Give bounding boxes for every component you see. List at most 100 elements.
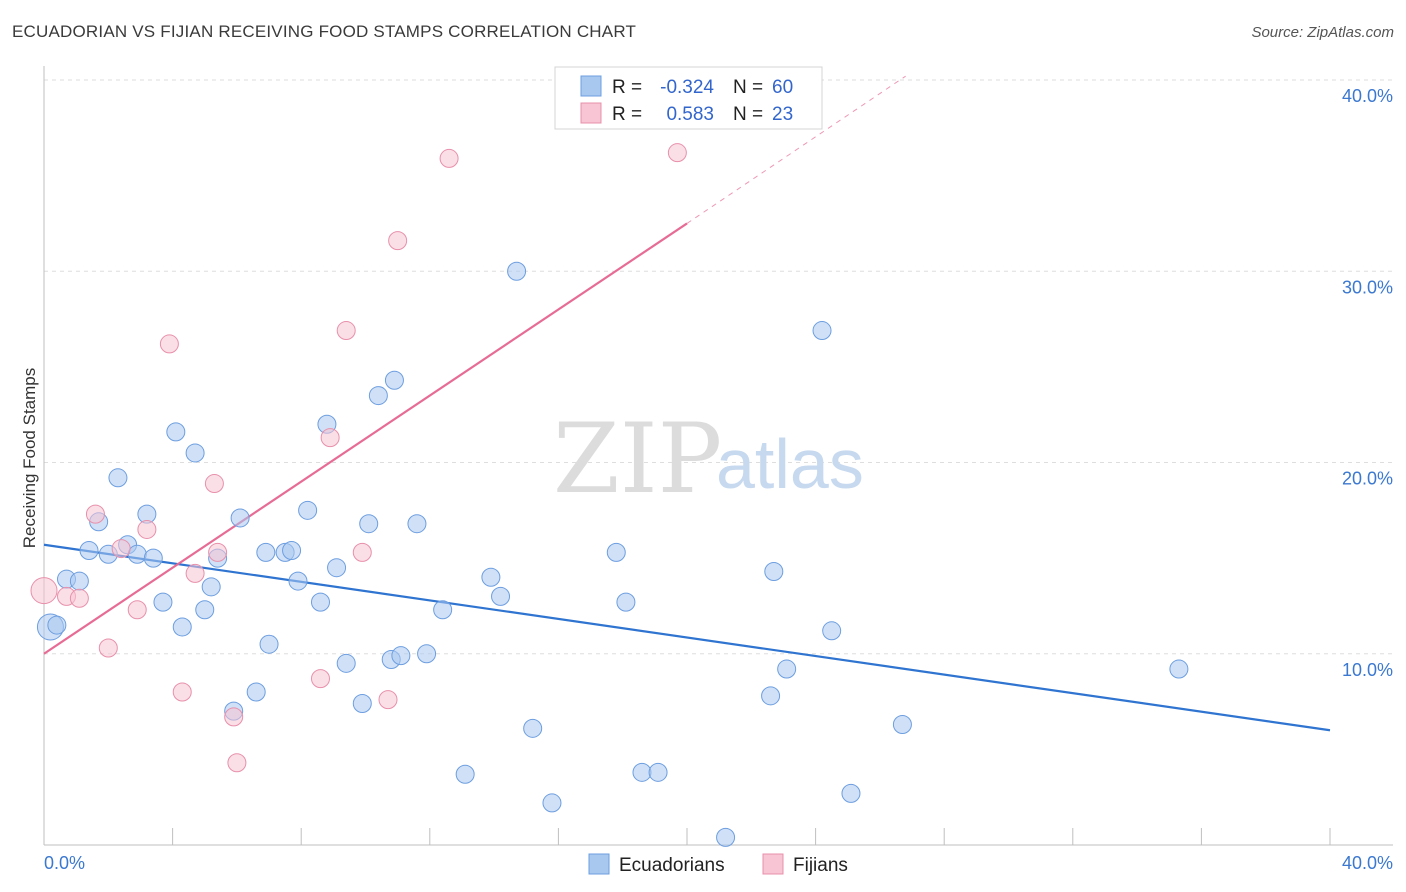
ecuadorian-point-17 <box>201 577 221 597</box>
fijian-point-7 <box>137 519 157 539</box>
ecuadorian-point-55 <box>812 321 832 341</box>
ecuadorian-point-20 <box>230 508 250 528</box>
ecuadorian-point-1 <box>47 615 67 635</box>
ecuadorian-point-52 <box>761 686 781 706</box>
ecuadorian-point-48 <box>616 592 636 612</box>
trend-line-1 <box>43 222 688 655</box>
ecuadorian-point-44 <box>507 261 527 281</box>
fijian-point-16 <box>320 428 340 448</box>
ecuadorian-point-12 <box>153 592 173 612</box>
y-tick-label-3: 40.0% <box>1342 86 1393 106</box>
ecuadorian-point-57 <box>841 783 861 803</box>
legend-swatch-ecuadorians <box>580 75 602 97</box>
axes <box>43 66 1393 846</box>
legend-r-value-2: 0.583 <box>666 104 714 125</box>
bottom-legend: Ecuadorians Fijians <box>588 853 848 876</box>
fijian-point-19 <box>378 690 398 710</box>
legend-n-value-1: 60 <box>772 77 793 98</box>
legend-r-value-1: -0.324 <box>660 77 714 98</box>
bottom-legend-swatch-ecuadorians <box>588 853 610 875</box>
ecuadorian-point-14 <box>172 617 192 637</box>
legend-r-label-2: R = <box>612 104 642 125</box>
ecuadorian-point-43 <box>491 586 511 606</box>
ecuadorian-point-56 <box>822 621 842 641</box>
y-tick-label-0: 10.0% <box>1342 660 1393 680</box>
ecuadorian-point-21 <box>246 682 266 702</box>
legend: R = -0.324 N = 60 R = 0.583 N = 23 <box>554 66 823 130</box>
chart-title: ECUADORIAN VS FIJIAN RECEIVING FOOD STAM… <box>12 22 637 41</box>
data-points <box>30 143 1189 847</box>
fijian-point-15 <box>310 669 330 689</box>
ecuadorian-point-26 <box>288 571 308 591</box>
fijian-point-8 <box>159 334 179 354</box>
ecuadorian-point-54 <box>777 659 797 679</box>
fijian-point-6 <box>127 600 147 620</box>
y-tick-label-1: 20.0% <box>1342 469 1393 489</box>
ecuadorian-point-53 <box>764 562 784 582</box>
fijian-point-22 <box>667 143 687 163</box>
fijian-point-12 <box>208 542 228 562</box>
ecuadorian-point-51 <box>716 827 736 847</box>
ecuadorian-point-31 <box>336 653 356 673</box>
ecuadorian-point-23 <box>259 634 279 654</box>
ecuadorian-point-28 <box>310 592 330 612</box>
ecuadorian-point-3 <box>69 571 89 591</box>
ecuadorian-point-38 <box>407 514 427 534</box>
ecuadorian-point-11 <box>143 548 163 568</box>
ecuadorian-point-46 <box>542 793 562 813</box>
ecuadorian-point-9 <box>127 544 147 564</box>
y-tick-label-2: 30.0% <box>1342 277 1393 297</box>
ecuadorian-point-4 <box>79 540 99 560</box>
bottom-legend-swatch-fijians <box>762 853 784 875</box>
fijian-point-9 <box>172 682 192 702</box>
fijian-point-18 <box>352 542 372 562</box>
ecuadorian-point-45 <box>523 718 543 738</box>
ecuadorian-point-58 <box>892 715 912 735</box>
fijian-point-17 <box>336 321 356 341</box>
trend-lines <box>43 75 1331 732</box>
legend-n-label-2: N = <box>733 104 763 125</box>
ecuadorian-point-42 <box>481 567 501 587</box>
fijian-point-10 <box>185 563 205 583</box>
ecuadorian-point-49 <box>632 762 652 782</box>
fijian-point-14 <box>227 753 247 773</box>
ecuadorian-point-32 <box>352 693 372 713</box>
bottom-legend-label-fijians: Fijians <box>793 855 848 876</box>
source-credit: Source: ZipAtlas.com <box>1251 24 1394 41</box>
ecuadorian-point-47 <box>606 542 626 562</box>
ecuadorian-point-37 <box>391 646 411 666</box>
ecuadorian-point-40 <box>433 600 453 620</box>
ecuadorian-point-22 <box>256 542 276 562</box>
bottom-legend-label-ecuadorians: Ecuadorians <box>619 855 725 876</box>
ecuadorian-point-30 <box>327 558 347 578</box>
ecuadorian-point-33 <box>359 514 379 534</box>
ecuadorian-point-16 <box>195 600 215 620</box>
ecuadorian-point-7 <box>108 468 128 488</box>
ecuadorian-point-25 <box>282 540 302 560</box>
fijian-point-21 <box>439 148 459 168</box>
fijian-point-0 <box>30 577 58 605</box>
trend-line-extension-1 <box>686 75 906 224</box>
legend-swatch-fijians <box>580 102 602 124</box>
ecuadorian-point-41 <box>455 764 475 784</box>
fijian-point-5 <box>111 539 131 559</box>
trend-line-0 <box>43 543 1331 732</box>
x-tick-label-max: 40.0% <box>1342 853 1393 873</box>
ecuadorian-point-59 <box>1169 659 1189 679</box>
y-tick-labels: 10.0% 20.0% 30.0% 40.0% <box>1342 86 1393 680</box>
fijian-point-13 <box>224 707 244 727</box>
fijian-point-11 <box>204 474 224 494</box>
x-tick-label-min: 0.0% <box>44 853 85 873</box>
ecuadorian-point-27 <box>298 500 318 520</box>
ecuadorian-point-36 <box>384 370 404 390</box>
fijian-point-4 <box>98 638 118 658</box>
watermark-zip: ZIP <box>553 403 722 515</box>
fijian-point-2 <box>69 588 89 608</box>
watermark-atlas: atlas <box>716 425 864 503</box>
fijian-point-3 <box>85 504 105 524</box>
ecuadorian-point-34 <box>368 386 388 406</box>
gridlines <box>44 79 1393 655</box>
legend-n-value-2: 23 <box>772 104 793 125</box>
y-axis-label: Receiving Food Stamps <box>20 368 39 548</box>
